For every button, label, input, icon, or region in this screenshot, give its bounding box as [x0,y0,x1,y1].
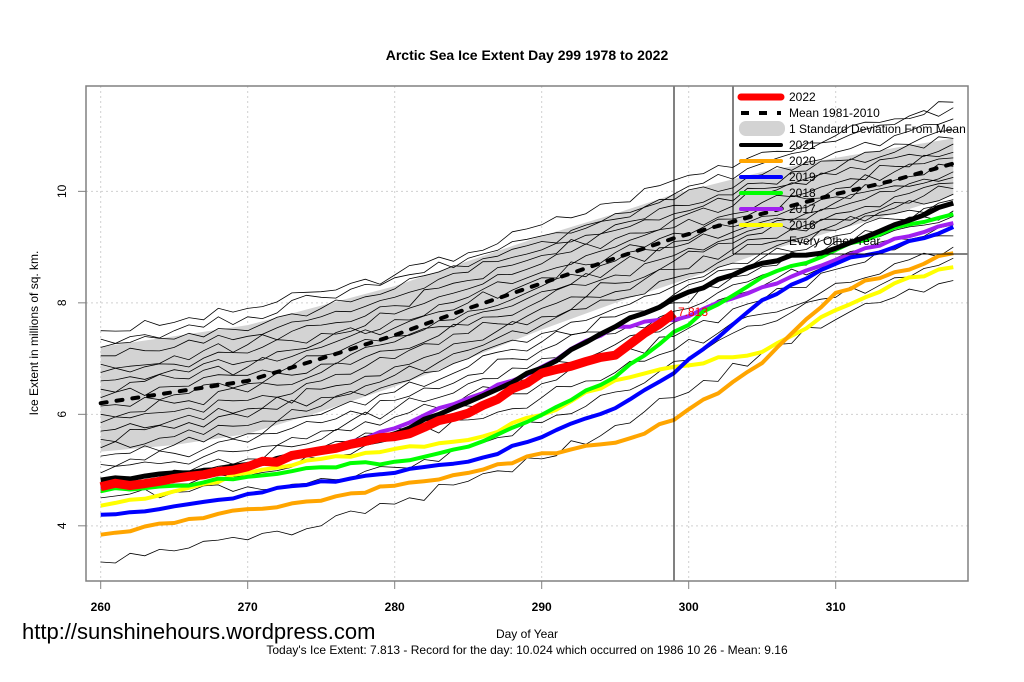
legend-label: 2020 [789,154,816,168]
other-year-line [100,199,954,449]
other-year-line [100,171,954,407]
other-year-line [100,143,954,373]
x-tick-label: 260 [91,600,111,614]
legend-label: 2017 [789,202,816,216]
other-year-line [100,136,954,369]
legend-label: 2021 [789,138,816,152]
site-url[interactable]: http://sunshinehours.wordpress.com [22,619,376,644]
highlight-series [99,200,955,537]
y-tick-label: 4 [55,522,69,529]
other-year-line [100,101,954,332]
legend-label: 2016 [789,218,816,232]
other-year-line [100,204,954,457]
other-year-line [100,193,954,443]
series-2022 [99,309,677,492]
mean-line [98,161,956,406]
y-tick-label: 8 [55,299,69,306]
legend-label: Mean 1981-2010 [789,106,880,120]
series-2019 [100,225,955,517]
std-deviation-band [100,138,954,452]
x-tick-label: 280 [385,600,405,614]
series-2018 [100,212,954,494]
legend-label: 1 Standard Deviation From Mean [789,122,966,136]
other-year-line [100,129,954,357]
series-2016 [100,265,954,508]
x-tick-label: 290 [532,600,552,614]
series-2020 [100,251,954,537]
legend-label: 2018 [789,186,816,200]
other-year-line [100,107,954,344]
other-year-line [100,177,954,418]
y-tick-label: 10 [55,184,69,198]
legend: 2022 Mean 1981-2010 1 Standard Deviation F… [732,86,968,255]
legend-label: Every Other Year [789,234,880,248]
legend-label: 2019 [789,170,816,184]
current-value-label: 7.813 [678,305,708,319]
footer-summary: Today's Ice Extent: 7.813 - Record for t… [266,643,788,657]
other-year-line [100,182,954,424]
x-tick-label: 300 [679,600,699,614]
other-year-line [100,185,954,432]
y-axis: 4 6 8 10 [55,184,86,529]
x-tick-label: 310 [826,600,846,614]
legend-label: 2022 [789,90,816,104]
y-tick-label: 6 [55,411,69,418]
other-year-line [100,163,954,398]
other-year-line [100,151,954,382]
y-axis-label: Ice Extent in millions of sq. km. [27,251,41,416]
plot-border [85,85,969,582]
x-axis-label: Day of Year [496,627,558,641]
other-year-line [100,118,954,348]
legend-swatch [739,121,785,136]
chart-title: Arctic Sea Ice Extent Day 299 1978 to 20… [386,47,669,63]
x-axis: 260 270 280 290 300 310 [91,581,846,614]
x-tick-label: 270 [238,600,258,614]
